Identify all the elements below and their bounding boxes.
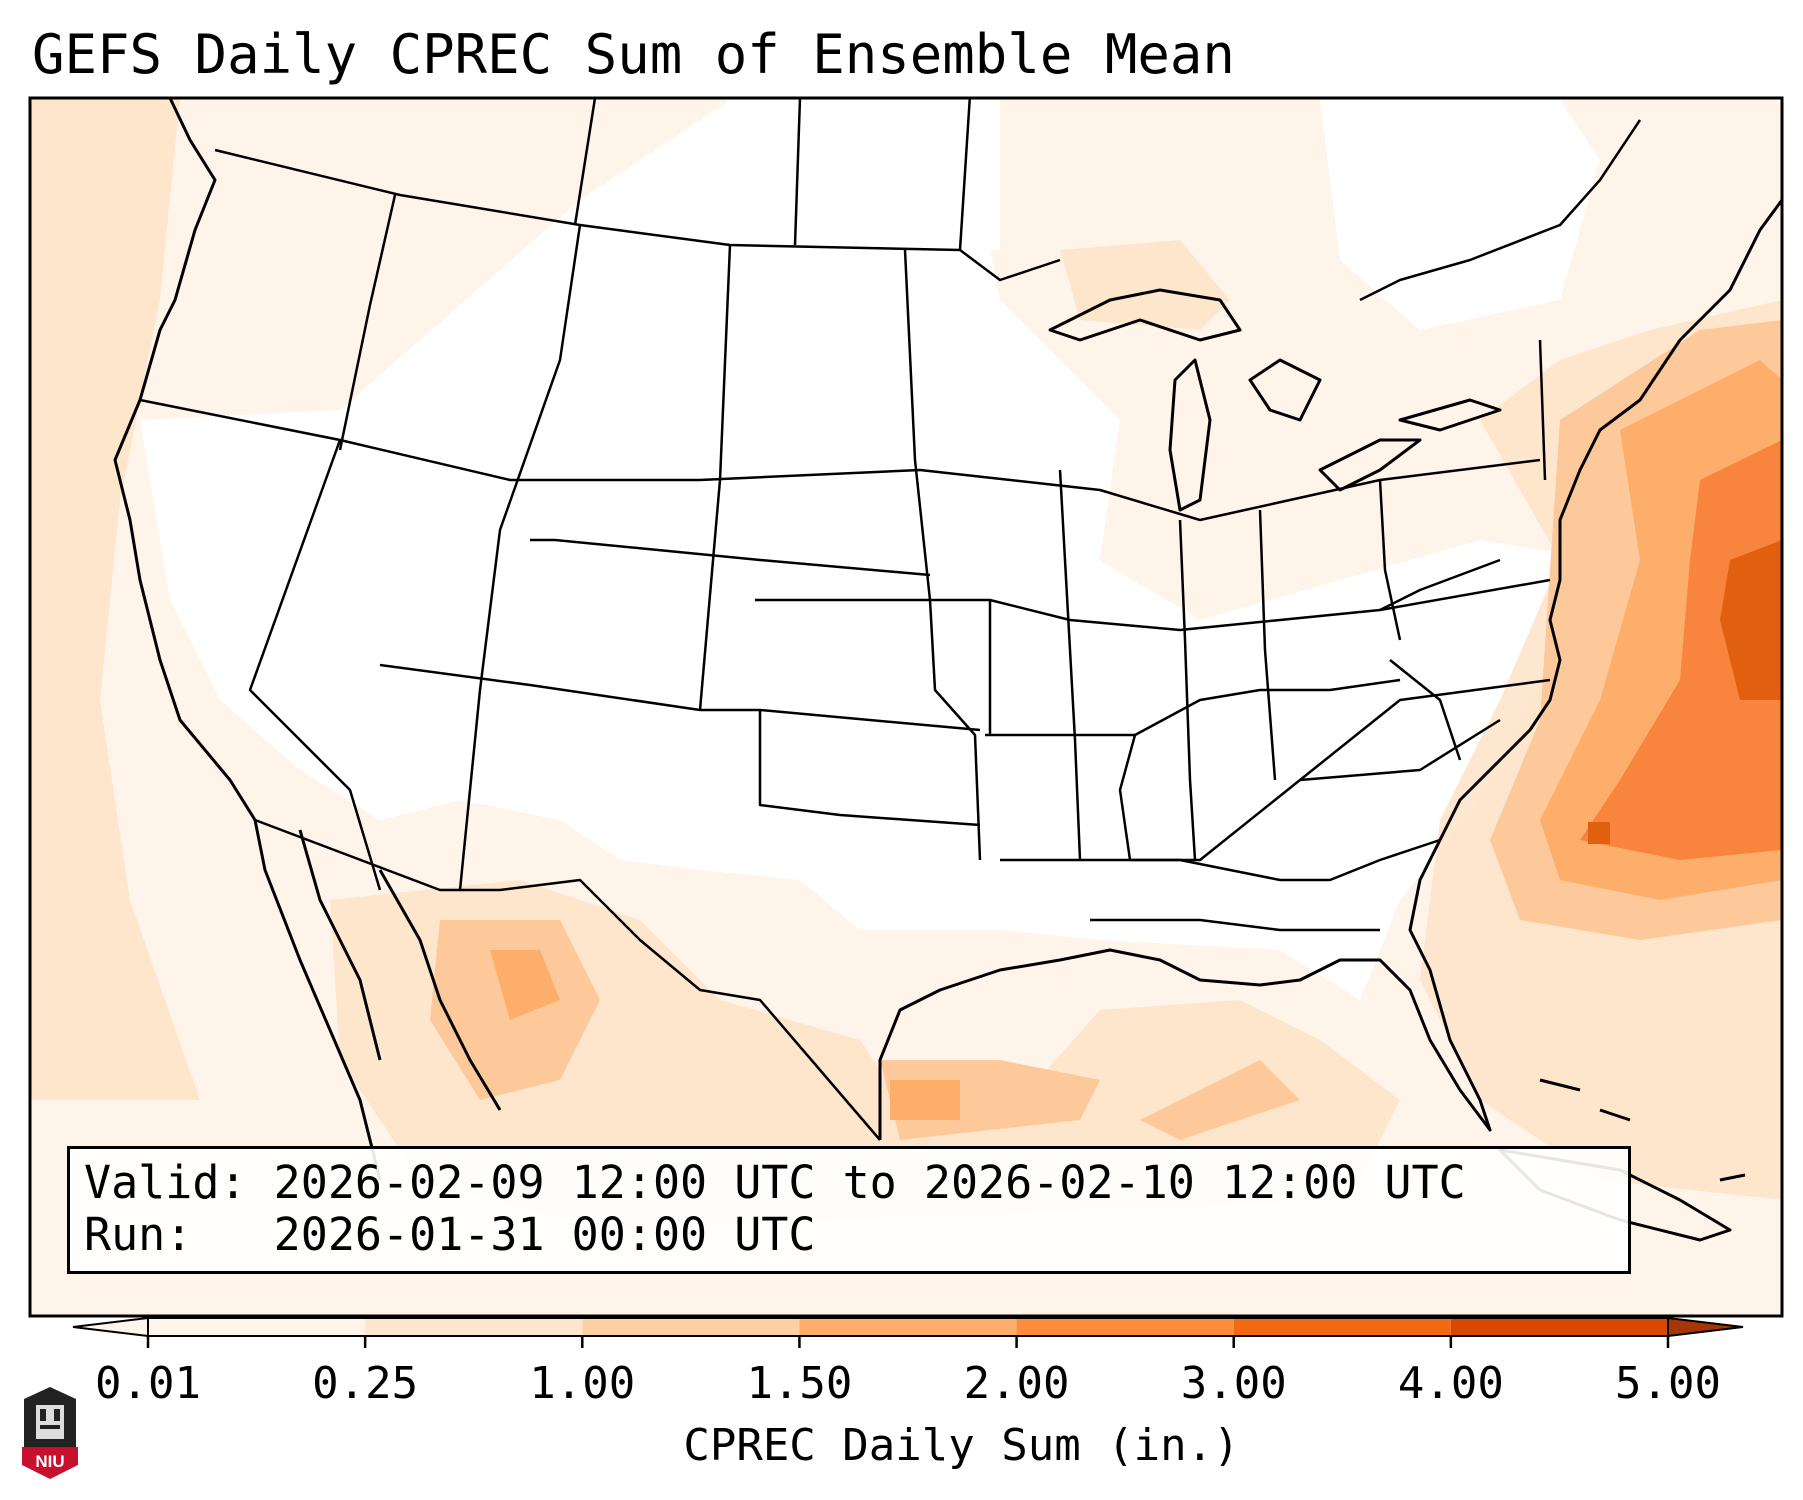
colorbar-over-extension — [1667, 1316, 1744, 1338]
colorbar-label: CPREC Daily Sum (in.) — [683, 1420, 1240, 1471]
colorbar-under-extension — [72, 1316, 149, 1338]
colorbar-segment — [1450, 1318, 1668, 1336]
colorbar-tick-label: 3.00 — [1180, 1358, 1287, 1409]
colorbar-tick-label: 2.00 — [963, 1358, 1070, 1409]
colorbar-tick-label: 4.00 — [1397, 1358, 1504, 1409]
colorbar — [72, 1316, 1744, 1348]
colorbar-segment — [799, 1318, 1017, 1336]
university-tower-icon: NIU — [22, 1387, 78, 1479]
run-time-text: Run: 2026-01-31 00:00 UTC — [84, 1208, 816, 1261]
colorbar-segment — [148, 1318, 366, 1336]
valid-time-text: Valid: 2026-02-09 12:00 UTC to 2026-02-1… — [84, 1156, 1466, 1209]
logo-text: NIU — [35, 1452, 64, 1471]
max-precip-region — [1588, 540, 1782, 844]
map-title: GEFS Daily CPREC Sum of Ensemble Mean — [32, 23, 1235, 86]
state-boundaries — [139, 98, 1642, 1141]
map-frame — [28, 96, 1784, 1318]
info-box: Valid: 2026-02-09 12:00 UTC to 2026-02-1… — [67, 1146, 1631, 1274]
colorbar-tick-label: 0.25 — [312, 1358, 419, 1409]
colorbar-segment — [365, 1318, 583, 1336]
colorbar-outline — [147, 1317, 1669, 1337]
colorbar-tick-label: 1.00 — [529, 1358, 636, 1409]
colorbar-segment — [582, 1318, 800, 1336]
dry-region — [140, 100, 1600, 1000]
colorbar-tick-label: 1.50 — [746, 1358, 853, 1409]
heavy-precip-region — [1580, 440, 1782, 860]
colorbar-segment — [1016, 1318, 1234, 1336]
colorbar-segment — [1233, 1318, 1451, 1336]
colorbar-tick-label: 0.01 — [95, 1358, 201, 1409]
colorbar-tick-label: 5.00 — [1615, 1358, 1721, 1409]
